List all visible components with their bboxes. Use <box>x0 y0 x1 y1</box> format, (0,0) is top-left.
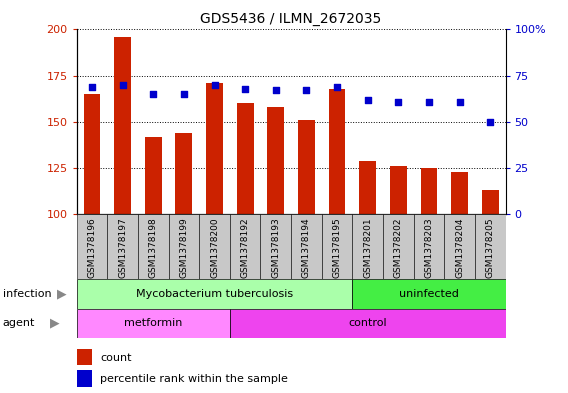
Text: GSM1378193: GSM1378193 <box>272 217 280 278</box>
Bar <box>268 107 284 214</box>
Point <box>486 119 495 125</box>
Text: ▶: ▶ <box>57 287 67 300</box>
Text: GSM1378201: GSM1378201 <box>363 217 372 278</box>
Bar <box>77 349 91 365</box>
Bar <box>321 214 352 279</box>
Point <box>241 85 250 92</box>
Text: GSM1378194: GSM1378194 <box>302 217 311 278</box>
Point <box>210 82 219 88</box>
Bar <box>451 172 468 214</box>
Point <box>149 91 158 97</box>
Point <box>179 91 189 97</box>
Text: agent: agent <box>3 318 35 328</box>
Bar <box>383 214 414 279</box>
Text: GSM1378200: GSM1378200 <box>210 217 219 278</box>
Bar <box>261 214 291 279</box>
Bar <box>230 309 506 338</box>
Bar <box>230 214 261 279</box>
Bar <box>352 279 506 309</box>
Text: GSM1378202: GSM1378202 <box>394 217 403 278</box>
Text: GSM1378196: GSM1378196 <box>87 217 97 278</box>
Point <box>363 97 372 103</box>
Text: GSM1378203: GSM1378203 <box>424 217 433 278</box>
Text: GSM1378192: GSM1378192 <box>241 217 250 278</box>
Bar <box>199 214 230 279</box>
Point <box>332 84 341 90</box>
Bar <box>475 214 506 279</box>
Text: GSM1378205: GSM1378205 <box>486 217 495 278</box>
Bar <box>206 83 223 214</box>
Bar <box>77 371 91 387</box>
Bar <box>298 120 315 214</box>
Text: infection: infection <box>3 289 52 299</box>
Point <box>455 98 464 105</box>
Text: count: count <box>101 353 132 362</box>
Bar <box>359 161 376 214</box>
Text: GSM1378198: GSM1378198 <box>149 217 158 278</box>
Bar <box>83 94 101 214</box>
Title: GDS5436 / ILMN_2672035: GDS5436 / ILMN_2672035 <box>201 12 382 26</box>
Bar <box>107 214 138 279</box>
Bar <box>352 214 383 279</box>
Bar <box>420 168 437 214</box>
Bar <box>145 137 162 214</box>
Text: GSM1378204: GSM1378204 <box>455 217 464 278</box>
Bar <box>414 214 444 279</box>
Bar <box>169 214 199 279</box>
Point <box>302 87 311 94</box>
Bar <box>77 309 230 338</box>
Bar <box>138 214 169 279</box>
Bar <box>77 214 107 279</box>
Bar <box>444 214 475 279</box>
Text: metformin: metformin <box>124 318 182 328</box>
Bar <box>176 133 193 214</box>
Bar <box>329 88 345 214</box>
Bar <box>237 103 253 214</box>
Point <box>118 82 127 88</box>
Point <box>272 87 281 94</box>
Text: ▶: ▶ <box>50 317 60 330</box>
Text: GSM1378199: GSM1378199 <box>179 217 189 278</box>
Bar <box>390 166 407 214</box>
Bar <box>291 214 321 279</box>
Bar <box>77 279 352 309</box>
Text: uninfected: uninfected <box>399 289 459 299</box>
Point <box>87 84 97 90</box>
Text: GSM1378197: GSM1378197 <box>118 217 127 278</box>
Point <box>424 98 433 105</box>
Bar <box>114 37 131 214</box>
Text: control: control <box>348 318 387 328</box>
Bar <box>482 190 499 214</box>
Text: percentile rank within the sample: percentile rank within the sample <box>101 374 288 384</box>
Text: Mycobacterium tuberculosis: Mycobacterium tuberculosis <box>136 289 293 299</box>
Text: GSM1378195: GSM1378195 <box>332 217 341 278</box>
Point <box>394 98 403 105</box>
